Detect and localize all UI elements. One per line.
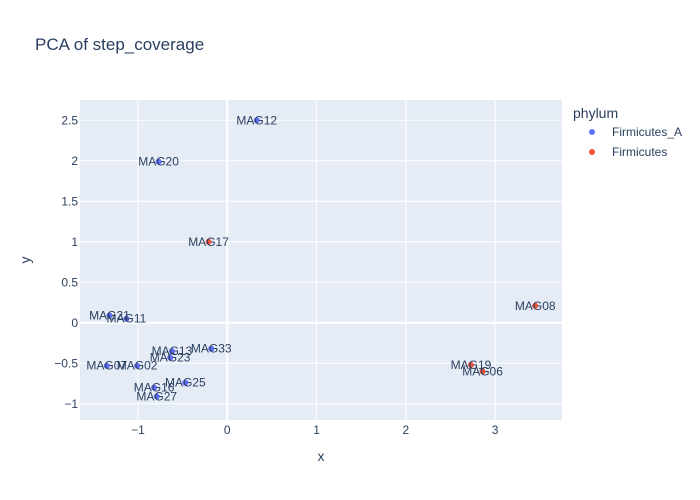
y-tick-label: 0.5 <box>61 275 78 289</box>
x-axis-title: x <box>318 448 325 464</box>
point-label: MAG19 <box>451 358 492 372</box>
point-label: MAG13 <box>152 344 193 358</box>
data-point <box>167 354 174 361</box>
point-label: MAG33 <box>191 342 232 356</box>
legend-marker <box>589 129 595 135</box>
legend-marker <box>589 149 595 155</box>
point-label: MAG02 <box>117 359 158 373</box>
data-points <box>103 117 539 400</box>
y-axis-title: y <box>17 257 33 264</box>
x-tick-labels: −1 0 1 2 3 <box>131 423 499 437</box>
y-tick-label: 0 <box>71 316 78 330</box>
y-tick-labels: −1 −0.5 0 0.5 1 1.5 2 2.5 <box>54 113 78 411</box>
data-point <box>253 117 260 124</box>
point-label: MAG07 <box>86 359 127 373</box>
y-tick-label: 2.5 <box>61 113 78 127</box>
y-tick-label: 1.5 <box>61 194 78 208</box>
data-point <box>106 312 113 319</box>
x-tick-label: 0 <box>224 423 231 437</box>
data-point <box>208 345 215 352</box>
data-point <box>182 379 189 386</box>
data-point <box>205 238 212 245</box>
point-label: MAG25 <box>165 376 206 390</box>
legend-entry: Firmicutes_A <box>612 125 682 139</box>
point-label: MAG27 <box>136 390 177 404</box>
data-point <box>532 302 539 309</box>
point-label: MAG17 <box>188 235 229 249</box>
chart-title: PCA of step_coverage <box>35 35 204 54</box>
x-tick-label: 1 <box>313 423 320 437</box>
data-point <box>153 393 160 400</box>
x-tick-label: 3 <box>492 423 499 437</box>
y-tick-label: 2 <box>71 154 78 168</box>
point-label: MAG08 <box>515 299 556 313</box>
data-point <box>134 362 141 369</box>
data-point <box>151 384 158 391</box>
legend-title: phylum <box>573 105 618 121</box>
point-label: MAG11 <box>107 312 147 326</box>
legend-entry: Firmicutes <box>612 145 667 159</box>
data-point <box>155 158 162 165</box>
plot-area <box>80 100 562 420</box>
data-point <box>479 368 486 375</box>
data-point <box>103 362 110 369</box>
point-label: MAG06 <box>462 364 503 378</box>
point-label: MAG20 <box>138 155 179 169</box>
y-tick-label: 1 <box>71 235 78 249</box>
x-tick-label: 2 <box>402 423 409 437</box>
data-point <box>467 361 474 368</box>
point-label: MAG16 <box>134 381 175 395</box>
point-label: MAG23 <box>150 351 191 365</box>
y-tick-label: −1 <box>64 397 78 411</box>
y-tick-label: −0.5 <box>54 356 78 370</box>
data-point <box>123 315 130 322</box>
x-tick-label: −1 <box>131 423 145 437</box>
data-point <box>168 348 175 355</box>
legend: phylum Firmicutes_A Firmicutes <box>573 105 682 159</box>
point-label: MAG12 <box>236 113 277 127</box>
gridlines <box>80 100 562 420</box>
point-label: MAG21 <box>89 308 130 322</box>
